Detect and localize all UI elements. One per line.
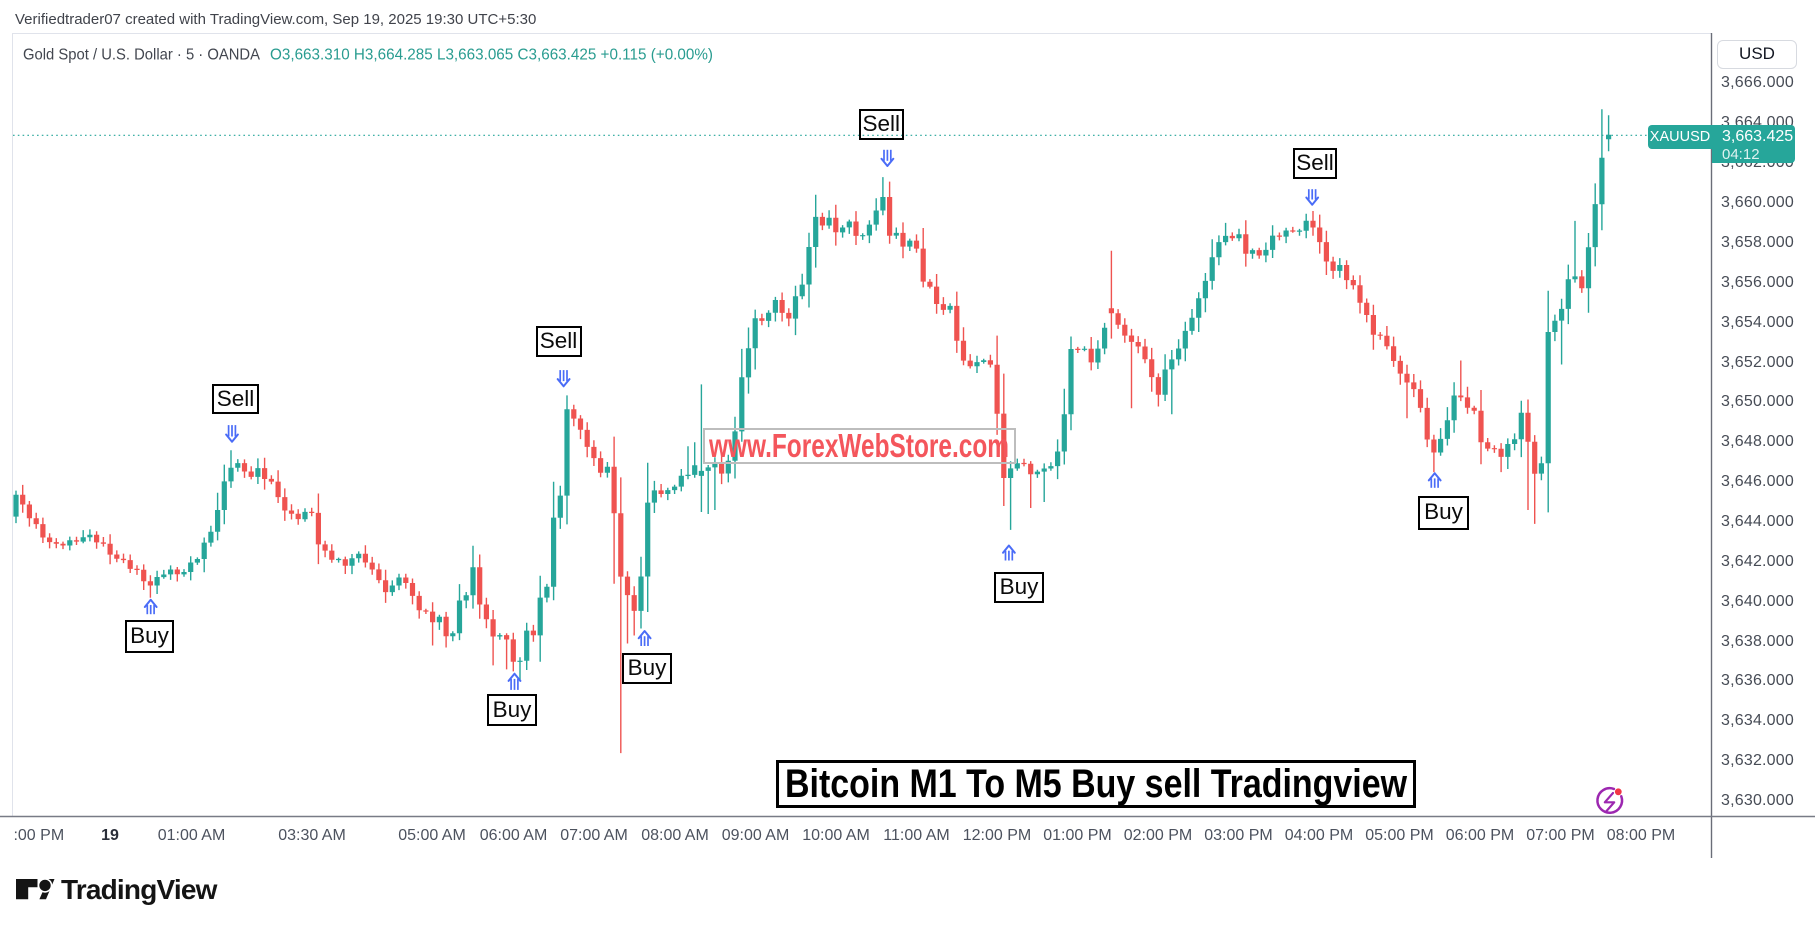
svg-text:Bitcoin M1 To M5 Buy sell Trad: Bitcoin M1 To M5 Buy sell Tradingview	[785, 762, 1408, 806]
svg-text:www.ForexWebStore.com: www.ForexWebStore.com	[708, 427, 1009, 464]
svg-text:O3,663.310 H3,664.285 L3,663: O3,663.310 H3,664.285 L3,663.065 C3,663.…	[270, 47, 713, 64]
svg-text:Gold Spot / U.S. Dollar · 5 ·: Gold Spot / U.S. Dollar · 5 · OANDA	[23, 47, 260, 64]
